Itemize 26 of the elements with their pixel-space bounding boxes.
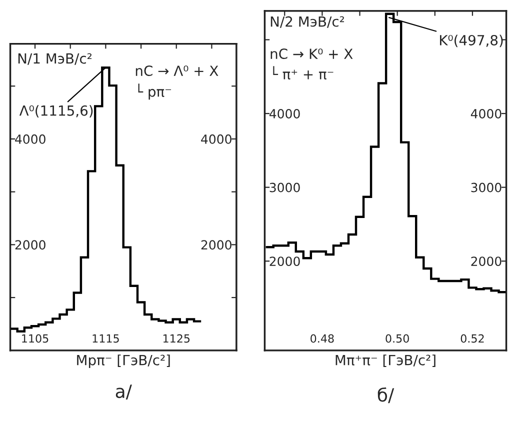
annotation: nC → Λ⁰ + X	[136, 66, 218, 76]
x-tick-label: 1125	[163, 334, 190, 343]
y-tick-label: 4000	[269, 108, 300, 118]
x-axis-title: Mpπ⁻ [ГэВ/c²]	[77, 354, 170, 368]
x-tick-label: 0.50	[386, 334, 409, 343]
text: б/	[378, 387, 394, 404]
y2-tick-label: 2000	[201, 240, 232, 250]
x-tick-label: 1105	[22, 334, 48, 343]
y-tick-label: 3000	[270, 182, 300, 192]
annotation: └ π⁺ + π⁻	[273, 66, 334, 80]
y2-tick-label: 2000	[471, 256, 502, 266]
text: а/	[116, 384, 132, 400]
annotation: Λ⁰(1115,6)	[19, 105, 93, 118]
annotation: nC → K⁰ + X	[270, 48, 353, 60]
annotation: └ pπ⁻	[138, 84, 172, 100]
x-tick-label: 0.52	[460, 334, 484, 343]
x-axis-title: Mπ⁺π⁻ [ГэВ/c²]	[336, 354, 436, 367]
y2-tick-label: 4000	[201, 134, 232, 144]
x-tick-label: 1115	[92, 334, 119, 343]
y2-tick-label: 4000	[470, 108, 502, 118]
annotation: K⁰(497,8)	[440, 34, 503, 48]
y-tick-label: 2000	[270, 256, 300, 266]
x-tick-label: 0.48	[310, 334, 334, 343]
y-axis-title: N/2 МэВ/c²	[270, 16, 344, 28]
y2-tick-label: 3000	[471, 182, 502, 192]
y-axis-title: N/1 МэВ/c²	[18, 53, 92, 65]
